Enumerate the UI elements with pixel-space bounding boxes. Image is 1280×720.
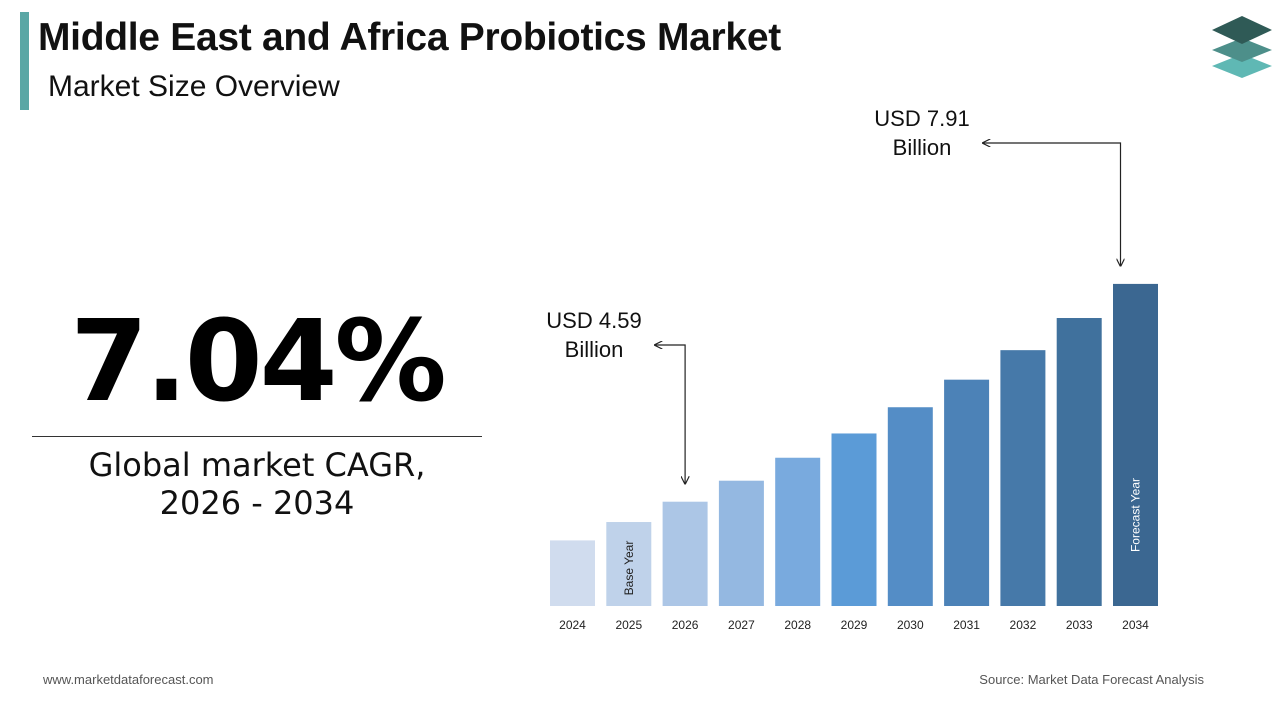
bar-2029 bbox=[831, 433, 877, 606]
annotation-unit-2026: Billion bbox=[565, 337, 624, 362]
base-year-label: Base Year bbox=[622, 541, 636, 596]
annotation-arrow-2026 bbox=[655, 345, 685, 484]
bar-2026 bbox=[662, 501, 708, 606]
stacked-layers-icon bbox=[1212, 16, 1272, 78]
title-accent-bar bbox=[20, 12, 29, 110]
x-tick-label-2025: 2025 bbox=[615, 618, 642, 632]
cagr-divider bbox=[32, 436, 482, 437]
x-tick-label-2029: 2029 bbox=[841, 618, 868, 632]
cagr-label-line1: Global market CAGR, bbox=[88, 446, 426, 484]
bar-2025 bbox=[606, 522, 652, 606]
bar-2028 bbox=[775, 457, 821, 606]
cagr-value: 7.04% bbox=[70, 297, 447, 427]
annotation-value-2034: USD 7.91 bbox=[874, 106, 969, 131]
x-tick-label-2024: 2024 bbox=[559, 618, 586, 632]
annotation-value-2026: USD 4.59 bbox=[546, 308, 641, 333]
cagr-label: Global market CAGR, 2026 - 2034 bbox=[32, 446, 482, 522]
website-url: www.marketdataforecast.com bbox=[43, 672, 214, 687]
x-tick-label-2030: 2030 bbox=[897, 618, 924, 632]
bar-2024 bbox=[550, 540, 595, 606]
annotation-unit-2034: Billion bbox=[893, 135, 952, 160]
x-tick-label-2033: 2033 bbox=[1066, 618, 1093, 632]
bar-2030 bbox=[887, 407, 933, 606]
forecast-year-label: Forecast Year bbox=[1129, 478, 1143, 552]
x-tick-label-2028: 2028 bbox=[784, 618, 811, 632]
x-tick-label-2031: 2031 bbox=[953, 618, 980, 632]
bar-2031 bbox=[944, 379, 990, 606]
x-tick-label-2034: 2034 bbox=[1122, 618, 1149, 632]
page-title: Middle East and Africa Probiotics Market bbox=[38, 16, 781, 59]
annotation-arrow-2034 bbox=[983, 143, 1121, 266]
x-tick-label-2026: 2026 bbox=[672, 618, 699, 632]
bar-2034 bbox=[1113, 283, 1158, 606]
x-tick-label-2032: 2032 bbox=[1010, 618, 1037, 632]
bar-2032 bbox=[1000, 350, 1046, 606]
bar-2033 bbox=[1056, 318, 1102, 606]
x-tick-label-2027: 2027 bbox=[728, 618, 755, 632]
page-subtitle: Market Size Overview bbox=[48, 70, 340, 103]
bar-2027 bbox=[718, 480, 764, 606]
cagr-label-period: 2026 - 2034 bbox=[159, 484, 355, 522]
source-note: Source: Market Data Forecast Analysis bbox=[979, 672, 1204, 687]
